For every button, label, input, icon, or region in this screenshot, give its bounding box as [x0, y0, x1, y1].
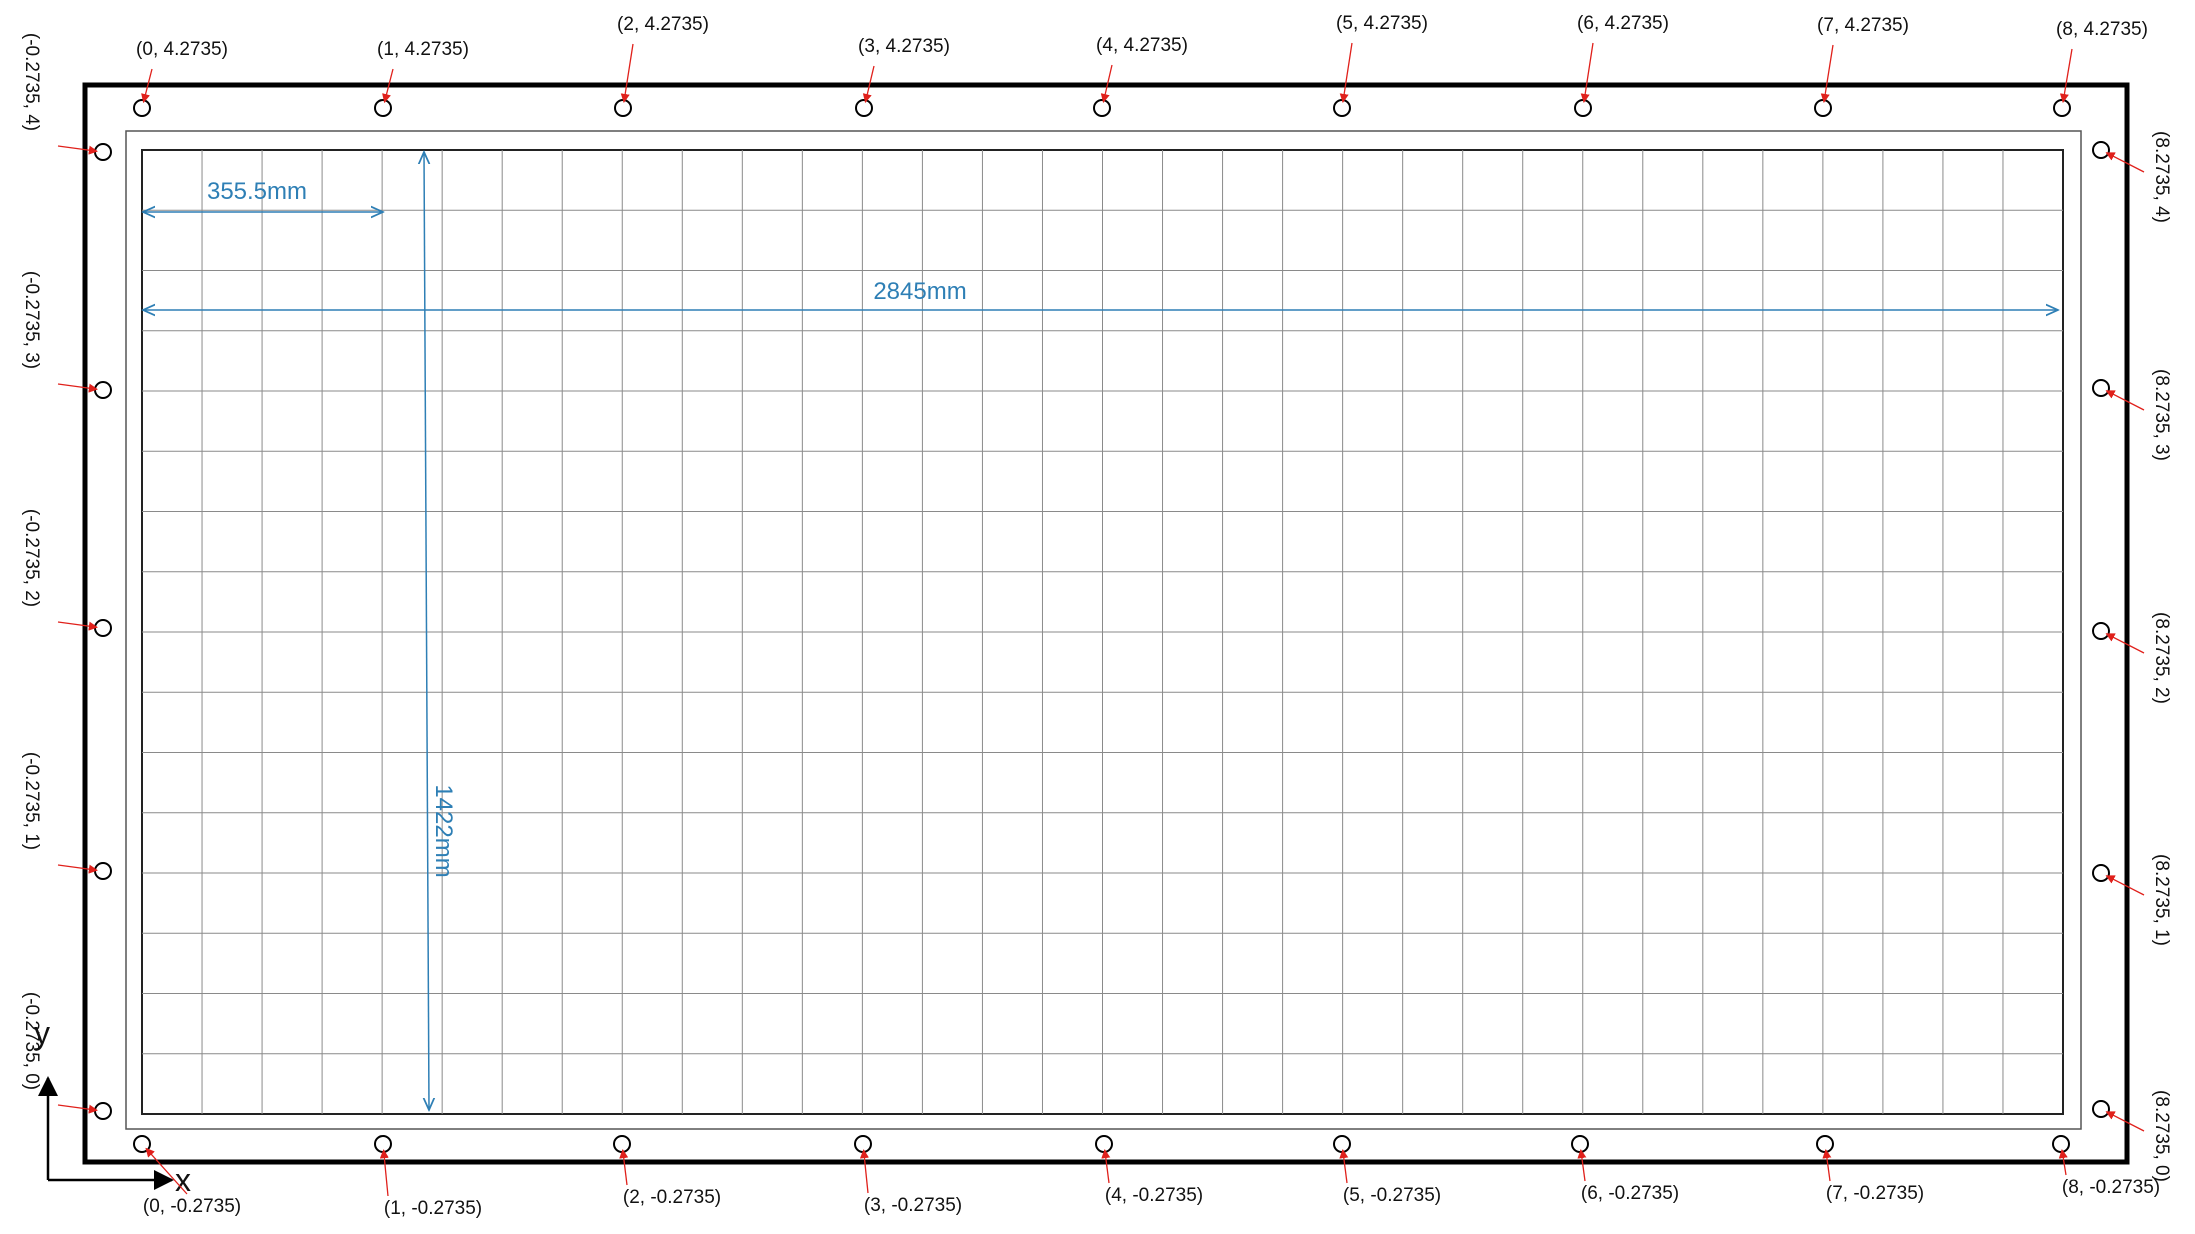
marker-circle [1095, 1135, 1113, 1153]
marker-label: (7, -0.2735) [1826, 1183, 1924, 1204]
panel-border [125, 130, 2082, 1130]
marker-label: (0, -0.2735) [143, 1196, 241, 1217]
marker-circle [2092, 379, 2110, 397]
marker-circle [133, 99, 151, 117]
marker-circle [854, 1135, 872, 1153]
marker-circle [1093, 99, 1111, 117]
marker-circle [1574, 99, 1592, 117]
marker-pointer [379, 1149, 389, 1197]
marker-pointer [2105, 1111, 2145, 1132]
total-width-label: 2845mm [873, 278, 966, 305]
marker-pointer [2105, 875, 2145, 896]
marker-pointer [57, 1104, 98, 1114]
marker-label: (6, 4.2735) [1577, 13, 1669, 34]
marker-label: (1, -0.2735) [384, 1198, 482, 1219]
marker-label: (7, 4.2735) [1817, 15, 1909, 36]
grid-lines [142, 150, 2063, 1114]
marker-circle [94, 1102, 112, 1120]
marker-label: (-0.2735, 3) [21, 271, 42, 369]
marker-circle [2092, 864, 2110, 882]
marker-circle [1333, 1135, 1351, 1153]
marker-label: (3, 4.2735) [858, 36, 950, 57]
marker-pointer [57, 383, 98, 393]
marker-label: (8.2735, 2) [2151, 612, 2172, 704]
marker-pointer [859, 1149, 869, 1194]
marker-label: (5, 4.2735) [1336, 13, 1428, 34]
marker-label: (-0.2735, 2) [21, 509, 42, 607]
total-height-dimension-line [424, 152, 429, 1110]
marker-pointer [2105, 152, 2145, 173]
marker-circle [94, 862, 112, 880]
marker-pointer [1339, 1149, 1349, 1184]
marker-pointer [1577, 1149, 1587, 1182]
marker-pointer [1101, 1149, 1111, 1184]
marker-pointer [57, 145, 98, 155]
marker-circle [2052, 1135, 2070, 1153]
marker-label: (4, 4.2735) [1096, 35, 1188, 56]
marker-pointer [2105, 390, 2145, 411]
x-axis-label: x [175, 1162, 191, 1198]
marker-pointer [2059, 48, 2073, 103]
marker-pointer [1100, 64, 1113, 104]
marker-circle [94, 143, 112, 161]
marker-pointer [1580, 42, 1594, 103]
marker-pointer [57, 621, 98, 631]
marker-circle [1333, 99, 1351, 117]
marker-label: (8.2735, 4) [2151, 131, 2172, 223]
marker-circle [94, 619, 112, 637]
marker-pointer [145, 1147, 188, 1195]
marker-pointer [1822, 1149, 1832, 1182]
marker-circle [133, 1135, 151, 1153]
marker-label: (5, -0.2735) [1343, 1185, 1441, 1206]
marker-pointer [619, 1149, 629, 1186]
marker-circle [2092, 622, 2110, 640]
marker-circle [2092, 141, 2110, 159]
marker-label: (8, 4.2735) [2056, 19, 2148, 40]
marker-pointer [620, 43, 634, 103]
marker-circle [374, 99, 392, 117]
calibration-markers: (0, 4.2735) (1, 4.2735) (2, 4.2735) (3, 4.2… [21, 13, 2172, 1219]
marker-pointer [141, 68, 153, 104]
marker-label: (2, 4.2735) [617, 14, 709, 35]
marker-label: (1, 4.2735) [377, 39, 469, 60]
marker-pointer [57, 864, 98, 874]
marker-pointer [1820, 44, 1834, 103]
marker-label: (8.2735, 3) [2151, 369, 2172, 461]
marker-label: (3, -0.2735) [864, 1195, 962, 1216]
marker-label: (8, -0.2735) [2062, 1177, 2160, 1198]
cell-width-label: 355.5mm [207, 178, 307, 205]
marker-circle [613, 1135, 631, 1153]
marker-label: (0, 4.2735) [136, 39, 228, 60]
marker-circle [94, 381, 112, 399]
marker-label: (8.2735, 0) [2151, 1090, 2172, 1182]
marker-label: (6, -0.2735) [1581, 1183, 1679, 1204]
y-axis-label: y [34, 1015, 50, 1051]
marker-circle [855, 99, 873, 117]
marker-circle [374, 1135, 392, 1153]
marker-label: (4, -0.2735) [1105, 1185, 1203, 1206]
outer-frame [82, 82, 2130, 1165]
marker-circle [1571, 1135, 1589, 1153]
marker-label: (2, -0.2735) [623, 1187, 721, 1208]
marker-label: (-0.2735, 4) [21, 33, 42, 131]
marker-pointer [862, 65, 875, 104]
marker-pointer [382, 68, 394, 104]
marker-pointer [2105, 633, 2145, 654]
marker-label: (-0.2735, 1) [21, 752, 42, 850]
marker-circle [2092, 1100, 2110, 1118]
marker-circle [614, 99, 632, 117]
total-height-label: 1422mm [430, 784, 457, 877]
marker-label: (-0.2735, 0) [21, 992, 42, 1090]
marker-circle [2053, 99, 2071, 117]
marker-pointer [2058, 1149, 2068, 1176]
marker-label: (8.2735, 1) [2151, 854, 2172, 946]
marker-pointer [1339, 42, 1353, 103]
marker-circle [1814, 99, 1832, 117]
marker-circle [1816, 1135, 1834, 1153]
